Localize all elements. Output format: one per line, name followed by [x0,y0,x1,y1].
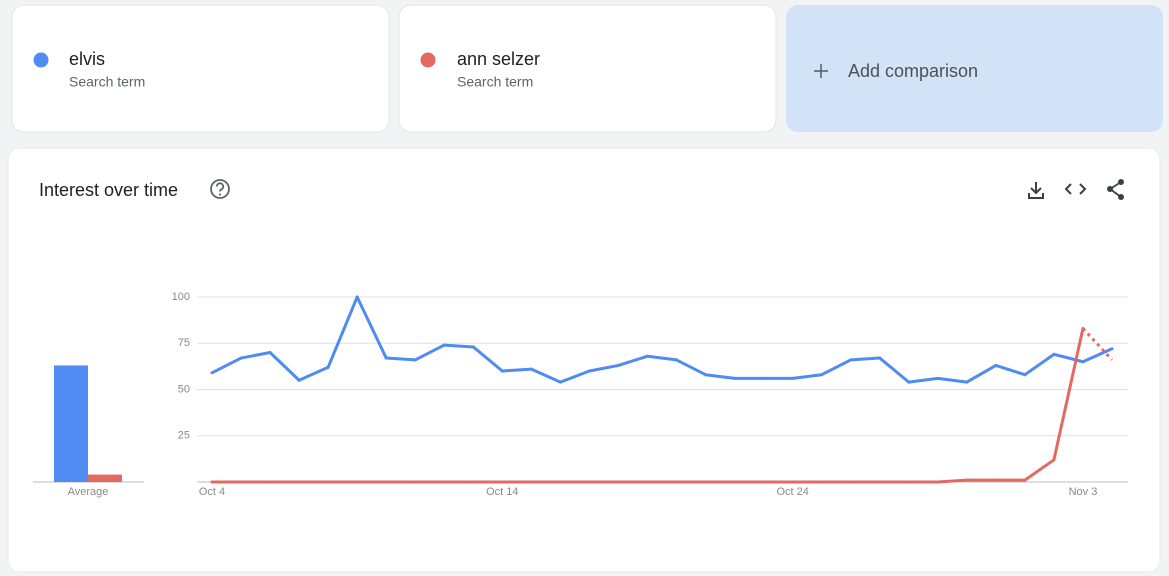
line-segment [1023,352,1056,377]
help-icon[interactable] [210,179,230,199]
line-segment [791,373,824,380]
panel-title: Interest over time [39,180,178,200]
line-segment [558,369,591,384]
term-card[interactable] [11,4,390,133]
line-segment [820,358,853,377]
term-subtitle: Search term [69,74,145,90]
line-segment [355,295,388,360]
line-segment [210,356,243,375]
line-segment [936,478,969,484]
y-tick-label: 75 [178,337,190,349]
line-segment [587,363,620,373]
line-segment [442,343,475,349]
line-segment [1052,352,1085,364]
line-segment [849,356,882,362]
line-segment [907,376,940,384]
line-segment [965,363,998,384]
line-segment [384,356,417,362]
term-card[interactable] [398,4,777,133]
add-comparison-card[interactable] [786,5,1163,132]
panel [7,147,1161,573]
line-segment [936,376,969,384]
plus-icon [814,64,828,78]
line-segment [471,345,504,373]
term-name: ann selzer [457,49,540,69]
line-segment [413,343,446,362]
line-segment [297,365,330,382]
line-segment [994,363,1027,377]
average-bar [54,365,88,482]
x-tick-label: Nov 3 [1069,486,1098,498]
add-comparison[interactable]: Add comparison [848,61,978,81]
x-tick-label: Oct 4 [199,486,225,498]
line-segment [675,358,708,377]
y-tick-label: 25 [178,430,190,442]
y-tick-label: 100 [172,291,190,303]
average-label: Average [68,486,109,498]
term-dot [33,52,49,68]
x-tick-label: Oct 14 [486,486,518,498]
embed-icon[interactable] [1064,183,1087,195]
line-segment [500,367,533,373]
term-name: elvis [69,49,105,69]
line-segment [645,354,679,362]
line-segment [1081,327,1114,361]
line-segment [616,354,649,367]
line-segment [326,295,359,369]
line-segment [878,356,911,384]
y-tick-label: 50 [178,383,190,395]
line-segment [1023,458,1056,482]
line-segment [268,351,301,382]
line-segment [1052,326,1085,462]
line-segment [704,373,737,380]
x-tick-label: Oct 24 [776,486,808,498]
line-segment [1081,347,1114,364]
term-subtitle: Search term [457,74,533,90]
average-bar [88,474,122,482]
term-dot [420,52,436,68]
download-icon[interactable] [1028,182,1044,199]
line-segment [529,367,562,384]
share-icon[interactable] [1107,179,1124,200]
line-segment [239,351,272,360]
